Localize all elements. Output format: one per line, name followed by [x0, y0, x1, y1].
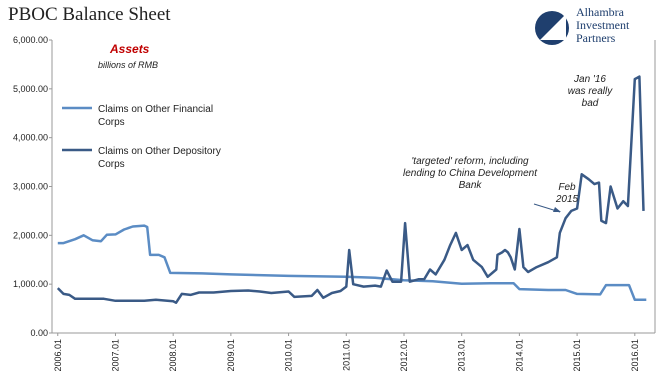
y-tick-label: 3,000.00 — [13, 182, 48, 192]
chart-title: PBOC Balance Sheet — [8, 4, 171, 25]
x-tick-label: 2008.01 — [168, 339, 178, 372]
annotation: Bank — [459, 180, 483, 191]
units-label: billions of RMB — [98, 60, 158, 70]
annotation: Jan '16 — [573, 74, 606, 85]
y-tick-label: 4,000.00 — [13, 133, 48, 143]
annotation-arrow — [553, 207, 561, 212]
x-tick-label: 2014.01 — [514, 339, 524, 372]
x-tick-label: 2010.01 — [284, 339, 294, 372]
y-tick-label: 5,000.00 — [13, 84, 48, 94]
x-tick-label: 2016.01 — [630, 339, 640, 372]
y-tick-label: 2,000.00 — [13, 230, 48, 240]
y-tick-label: 6,000.00 — [13, 35, 48, 45]
x-tick-label: 2006.01 — [53, 339, 63, 372]
series-line — [57, 224, 647, 302]
annotation: 'targeted' reform, including — [411, 156, 529, 167]
logo: Alhambra Investment Partners — [535, 5, 630, 45]
annotation: Feb — [558, 182, 576, 193]
x-tick-label: 2015.01 — [572, 339, 582, 372]
y-tick-label: 0.00 — [30, 328, 48, 338]
y-tick-label: 1,000.00 — [13, 279, 48, 289]
x-tick-label: 2007.01 — [110, 339, 120, 372]
subtitle: Assets — [109, 42, 150, 56]
x-tick-label: 2013.01 — [457, 339, 467, 372]
legend-label: Claims on Other Depository Corps — [98, 146, 221, 170]
annotation: 2015 — [555, 194, 579, 205]
annotation: lending to China Development — [403, 168, 538, 179]
legend-label: Claims on Other Financial Corps — [98, 104, 213, 128]
logo-text: Partners — [576, 31, 616, 45]
x-tick-label: 2011.01 — [341, 339, 351, 371]
logo-text: Investment — [576, 18, 630, 32]
series-line — [56, 75, 645, 304]
x-tick-label: 2012.01 — [399, 339, 409, 372]
annotation: was really — [568, 86, 613, 97]
logo-mark — [540, 14, 566, 40]
logo-text: Alhambra — [576, 5, 625, 19]
x-tick-label: 2009.01 — [226, 339, 236, 372]
annotation: bad — [582, 98, 599, 109]
